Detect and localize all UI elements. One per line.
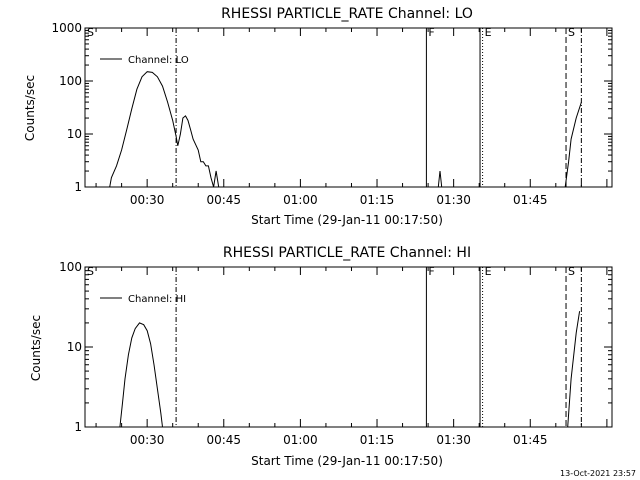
y-tick-label: 100 [59, 260, 82, 274]
y-axis-label: Counts/sec [23, 75, 37, 141]
series-line [567, 311, 581, 428]
panel-lo-channel: RHESSI PARTICLE_RATE Channel: LO Start T… [23, 6, 613, 227]
y-axis-label: Counts/sec [29, 315, 43, 381]
y-tick-label: 1 [74, 180, 82, 194]
x-axis-label: Start Time (29-Jan-11 00:17:50) [251, 454, 443, 468]
series-line [119, 322, 163, 428]
y-tick-label: 1 [74, 420, 82, 434]
x-tick-label: 00:30 [130, 193, 165, 207]
legend-label: Channel: LO [128, 55, 189, 66]
series-line [109, 71, 220, 188]
event-marker-label: S [568, 265, 575, 278]
plot-frame [84, 266, 613, 428]
event-marker-label: E [485, 265, 492, 278]
x-tick-label: 01:15 [360, 433, 395, 447]
x-tick-label: 00:45 [206, 433, 241, 447]
x-tick-label: 01:00 [283, 193, 318, 207]
event-marker-label: F [428, 26, 434, 39]
legend-label: Channel: HI [128, 294, 186, 305]
y-tick-label: 10 [67, 340, 82, 354]
x-tick-label: 01:00 [283, 433, 318, 447]
event-marker-label: E [485, 26, 492, 39]
x-tick-label: 00:30 [130, 433, 165, 447]
series-line [437, 170, 443, 188]
y-tick-label: 10 [67, 127, 82, 141]
x-tick-label: 01:30 [436, 193, 471, 207]
y-tick-label: 1000 [51, 21, 82, 35]
event-marker-label: S [568, 26, 575, 39]
chart-title: RHESSI PARTICLE_RATE Channel: LO [221, 6, 473, 22]
y-tick-label: 100 [59, 74, 82, 88]
x-tick-label: 01:15 [360, 193, 395, 207]
event-marker-label: F [428, 265, 434, 278]
plot-frame [84, 27, 613, 188]
series-line [564, 101, 582, 188]
x-axis-label: Start Time (29-Jan-11 00:17:50) [251, 213, 443, 227]
chart-title: RHESSI PARTICLE_RATE Channel: HI [223, 245, 471, 261]
x-tick-label: 00:45 [206, 193, 241, 207]
x-tick-label: 01:45 [513, 193, 548, 207]
event-marker-label: S [87, 265, 94, 278]
x-tick-label: 01:45 [513, 433, 548, 447]
footer-timestamp: 13-Oct-2021 23:57 [560, 469, 636, 478]
panel-hi-channel: RHESSI PARTICLE_RATE Channel: HI Start T… [29, 245, 613, 468]
event-marker-label: S [87, 26, 94, 39]
x-tick-label: 01:30 [436, 433, 471, 447]
